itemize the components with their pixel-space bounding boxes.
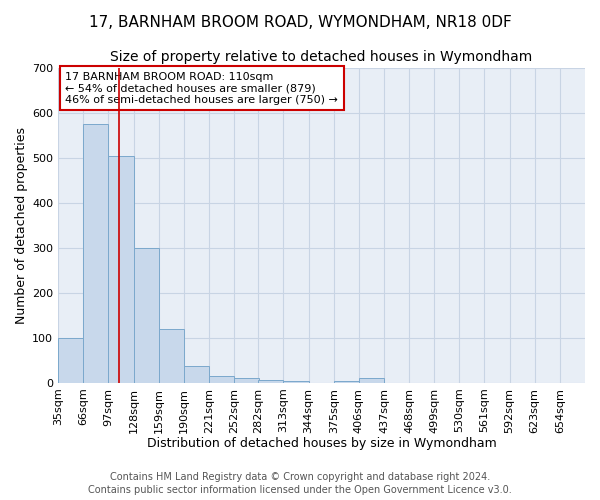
Bar [334,380,359,383]
Bar [283,380,308,383]
Bar [234,378,259,383]
X-axis label: Distribution of detached houses by size in Wymondham: Distribution of detached houses by size … [147,437,496,450]
Bar [134,248,158,383]
Text: 17, BARNHAM BROOM ROAD, WYMONDHAM, NR18 0DF: 17, BARNHAM BROOM ROAD, WYMONDHAM, NR18 … [89,15,511,30]
Text: Contains HM Land Registry data © Crown copyright and database right 2024.
Contai: Contains HM Land Registry data © Crown c… [88,472,512,495]
Bar [359,378,384,383]
Bar [158,329,184,383]
Bar [184,366,209,383]
Bar [109,156,134,383]
Title: Size of property relative to detached houses in Wymondham: Size of property relative to detached ho… [110,50,533,64]
Bar [83,124,109,383]
Y-axis label: Number of detached properties: Number of detached properties [15,127,28,324]
Text: 17 BARNHAM BROOM ROAD: 110sqm
← 54% of detached houses are smaller (879)
46% of : 17 BARNHAM BROOM ROAD: 110sqm ← 54% of d… [65,72,338,104]
Bar [209,376,234,383]
Bar [259,380,283,383]
Bar [58,338,83,383]
